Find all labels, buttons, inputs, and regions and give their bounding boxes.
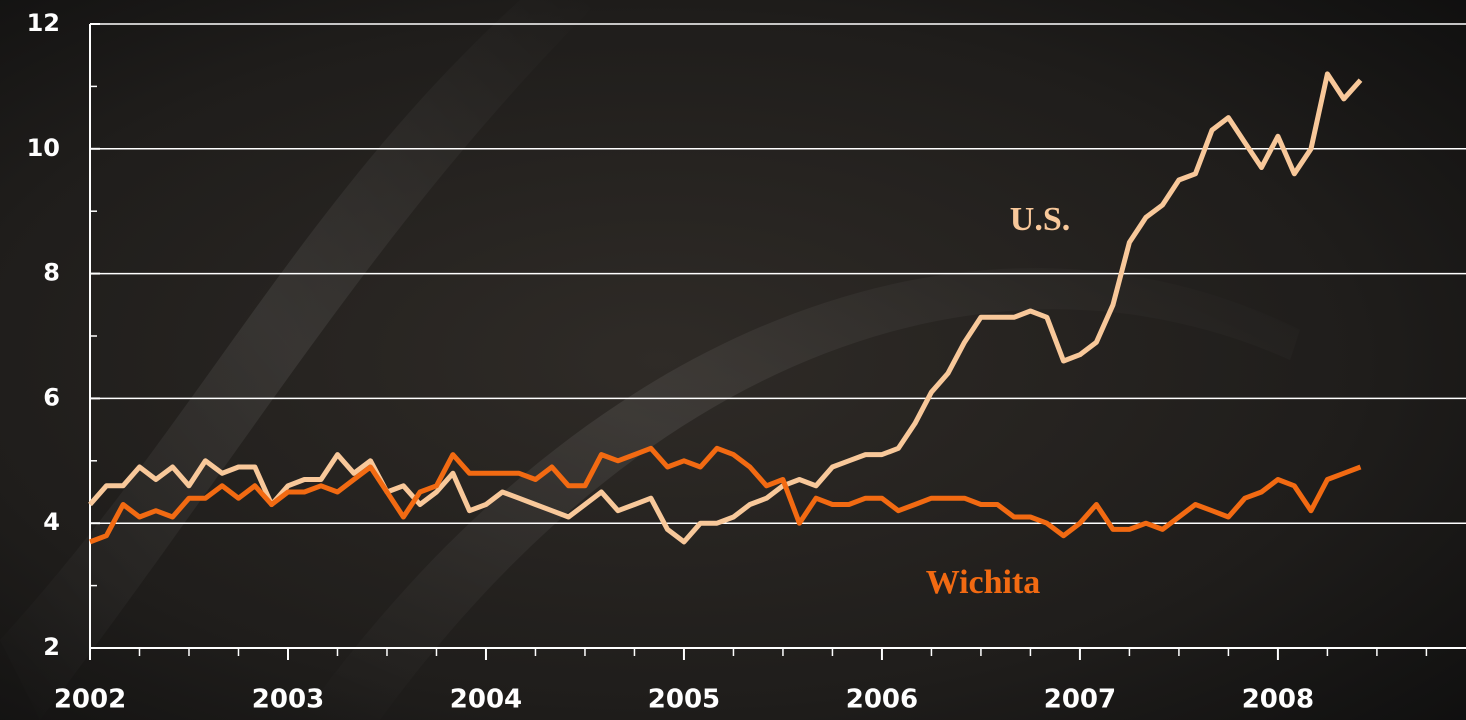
x-tick-label: 2007	[1044, 685, 1116, 715]
y-tick-label: 6	[43, 383, 60, 411]
chart: 2 4 6 8 10 12 2002 2003 2004 2005 2006 2007 2008 U.S.…	[0, 0, 1466, 720]
y-tick-label: 4	[43, 508, 60, 536]
x-tick-label: 2005	[648, 685, 720, 715]
page: 2 4 6 8 10 12 2002 2003 2004 2005 2006 2007 2008 U.S.…	[0, 0, 1466, 720]
x-tick-label: 2006	[846, 685, 918, 715]
x-tick-label: 2003	[252, 685, 324, 715]
x-tick-label: 2004	[450, 685, 522, 715]
x-tick-label: 2008	[1242, 685, 1314, 715]
y-tick-label: 10	[27, 134, 60, 162]
x-tick-label: 2002	[54, 685, 126, 715]
y-tick-label: 12	[27, 9, 60, 37]
y-tick-label: 2	[43, 633, 60, 661]
series-label: U.S.	[1010, 201, 1070, 238]
y-tick-label: 8	[43, 259, 60, 287]
series-label: Wichita	[926, 564, 1041, 601]
